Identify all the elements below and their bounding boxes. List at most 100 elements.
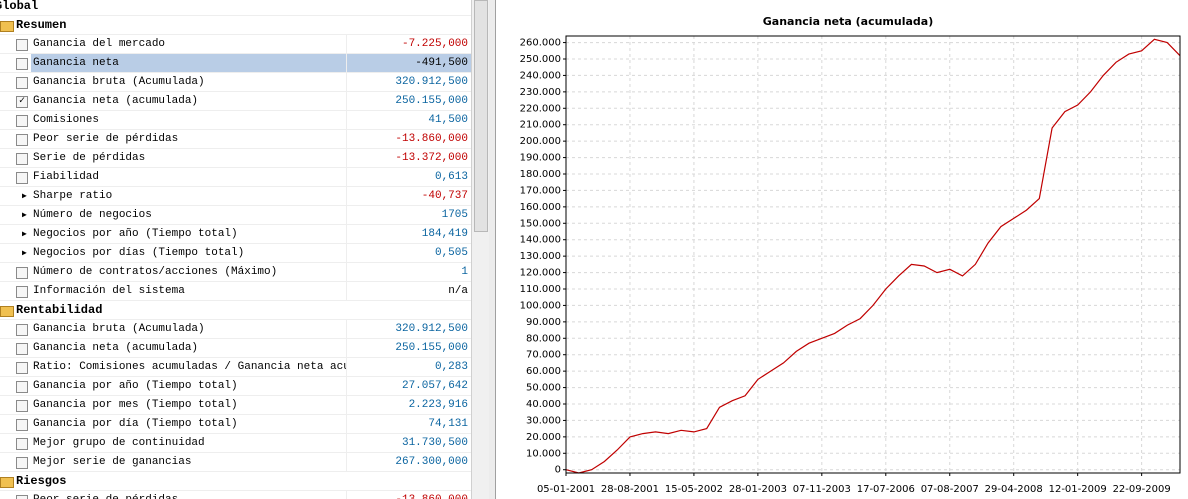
tree-row[interactable]: ▶ Sharpe ratio -40,737 <box>0 187 471 206</box>
row-label: Serie de pérdidas <box>33 152 146 164</box>
tree-row[interactable]: Ganancia bruta (Acumulada) 320.912,500 <box>0 320 471 339</box>
group-label: Rentabilidad <box>16 303 103 317</box>
row-value: 184,419 <box>346 225 471 243</box>
tree-row[interactable]: ✓ Ganancia neta (acumulada) 250.155,000 <box>0 92 471 111</box>
x-tick-label: 28-08-2001 <box>601 484 659 495</box>
tree-row[interactable]: ▶ Negocios por año (Tiempo total) 184,419 <box>0 225 471 244</box>
tree-row[interactable]: Mejor grupo de continuidad 31.730,500 <box>0 434 471 453</box>
scroll-thumb[interactable] <box>474 0 488 232</box>
checkbox[interactable] <box>16 495 28 499</box>
x-tick-label: 07-08-2007 <box>921 484 979 495</box>
tree-row[interactable]: Ganancia bruta (Acumulada) 320.912,500 <box>0 73 471 92</box>
row-value: 1705 <box>346 206 471 224</box>
checkbox[interactable] <box>16 172 28 184</box>
tree-row[interactable]: ▶ Negocios por días (Tiempo total) 0,505 <box>0 244 471 263</box>
row-label: Negocios por año (Tiempo total) <box>33 228 238 240</box>
expander[interactable]: ▶ <box>22 230 27 239</box>
row-value: 0,505 <box>346 244 471 262</box>
tree-row[interactable]: Peor serie de pérdidas-13.860,000 <box>0 130 471 149</box>
tree-row[interactable]: Mejor serie de ganancias 267.300,000 <box>0 453 471 472</box>
row-label: Negocios por días (Tiempo total) <box>33 247 245 259</box>
checkbox[interactable] <box>16 438 28 450</box>
row-value: 27.057,642 <box>346 377 471 395</box>
checkbox[interactable] <box>16 153 28 165</box>
tree-row[interactable]: Comisiones 41,500 <box>0 111 471 130</box>
checkbox[interactable] <box>16 362 28 374</box>
checkbox[interactable] <box>16 58 28 70</box>
x-tick-label: 29-04-2008 <box>985 484 1043 495</box>
x-tick-label: 07-11-2003 <box>793 484 851 495</box>
row-label: Número de contratos/acciones (Máximo) <box>33 266 278 278</box>
tree-row[interactable]: Ganancia neta (acumulada) 250.155,000 <box>0 339 471 358</box>
checkbox[interactable] <box>16 267 28 279</box>
checkbox[interactable] <box>16 39 28 51</box>
row-value: -13.860,000 <box>346 130 471 148</box>
row-label: Ganancia neta (acumulada) <box>33 95 199 107</box>
root-label: Global <box>0 0 39 13</box>
x-tick-label: 12-01-2009 <box>1049 484 1107 495</box>
checkbox[interactable] <box>16 286 28 298</box>
tree-row[interactable]: ▶ Número de negocios 1705 <box>0 206 471 225</box>
expander[interactable]: ▶ <box>22 211 27 220</box>
row-value: 320.912,500 <box>346 73 471 91</box>
tree-row[interactable]: Ratio: Comisiones acumuladas / Ganancia … <box>0 358 471 377</box>
tree-row[interactable]: Número de contratos/acciones (Máximo) 1 <box>0 263 471 282</box>
x-tick-label: 28-01-2003 <box>729 484 787 495</box>
row-label: Mejor serie de ganancias <box>33 456 192 468</box>
folder-icon <box>0 306 14 317</box>
checkbox[interactable] <box>16 343 28 355</box>
tree-row[interactable]: Ganancia neta -491,500 <box>0 54 471 73</box>
checkbox[interactable] <box>16 419 28 431</box>
line-series <box>565 38 1181 474</box>
y-tick-label: 210.000 <box>520 120 561 131</box>
row-value: 267.300,000 <box>346 453 471 471</box>
row-value: 320.912,500 <box>346 320 471 338</box>
row-label: Ganancia del mercado <box>33 38 166 50</box>
checkbox[interactable] <box>16 324 28 336</box>
y-tick-label: 10.000 <box>526 448 561 459</box>
y-tick-label: 180.000 <box>520 169 561 180</box>
tree-row[interactable]: Ganancia del mercado -7.225,000 <box>0 35 471 54</box>
row-label: Ganancia neta <box>31 54 347 72</box>
row-value: 1 <box>346 263 471 281</box>
checkbox[interactable] <box>16 400 28 412</box>
checkbox[interactable] <box>16 457 28 469</box>
group-row[interactable]: Resumen <box>0 16 471 35</box>
expander[interactable]: ▶ <box>22 192 27 201</box>
tree-row[interactable]: Ganancia por mes (Tiempo total) 2.223,916 <box>0 396 471 415</box>
row-value: 74,131 <box>346 415 471 433</box>
checkbox[interactable]: ✓ <box>16 96 28 108</box>
group-row[interactable]: Riesgos <box>0 472 471 491</box>
tree-root[interactable]: Global <box>0 0 471 16</box>
row-label: Peor serie de pérdidas <box>31 491 347 499</box>
folder-icon <box>0 477 14 488</box>
expander[interactable]: ▶ <box>22 249 27 258</box>
y-tick-label: 20.000 <box>526 432 561 443</box>
group-row[interactable]: Rentabilidad <box>0 301 471 320</box>
checkbox[interactable] <box>16 381 28 393</box>
tree-row[interactable]: Peor serie de pérdidas-13.860,000 <box>0 491 471 499</box>
splitter[interactable] <box>489 0 496 499</box>
y-tick-label: 140.000 <box>520 235 561 246</box>
checkbox[interactable] <box>16 115 28 127</box>
tree-row[interactable]: Serie de pérdidas -13.372,000 <box>0 149 471 168</box>
y-tick-label: 100.000 <box>520 300 561 311</box>
row-label: Comisiones <box>33 114 100 126</box>
scrollbar[interactable] <box>471 0 489 499</box>
row-value: 0,613 <box>346 168 471 186</box>
chart: Ganancia neta (acumulada) 0 10.000 20.000 3… <box>520 15 1181 495</box>
y-tick-label: 30.000 <box>526 415 561 426</box>
x-tick-label: 15-05-2002 <box>665 484 723 495</box>
tree-row[interactable]: Ganancia por día (Tiempo total) 74,131 <box>0 415 471 434</box>
tree-row[interactable]: Fiabilidad 0,613 <box>0 168 471 187</box>
checkbox[interactable] <box>16 134 28 146</box>
row-label: Número de negocios <box>33 209 152 221</box>
plot-frame <box>565 35 1181 474</box>
tree-row[interactable]: Información del sistema n/a <box>0 282 471 301</box>
row-label: Ganancia bruta (Acumulada) <box>33 323 205 335</box>
tree-row[interactable]: Ganancia por año (Tiempo total) 27.057,64… <box>0 377 471 396</box>
checkbox[interactable] <box>16 77 28 89</box>
y-tick-label: 110.000 <box>520 284 561 295</box>
y-tick-label: 260.000 <box>520 38 561 49</box>
